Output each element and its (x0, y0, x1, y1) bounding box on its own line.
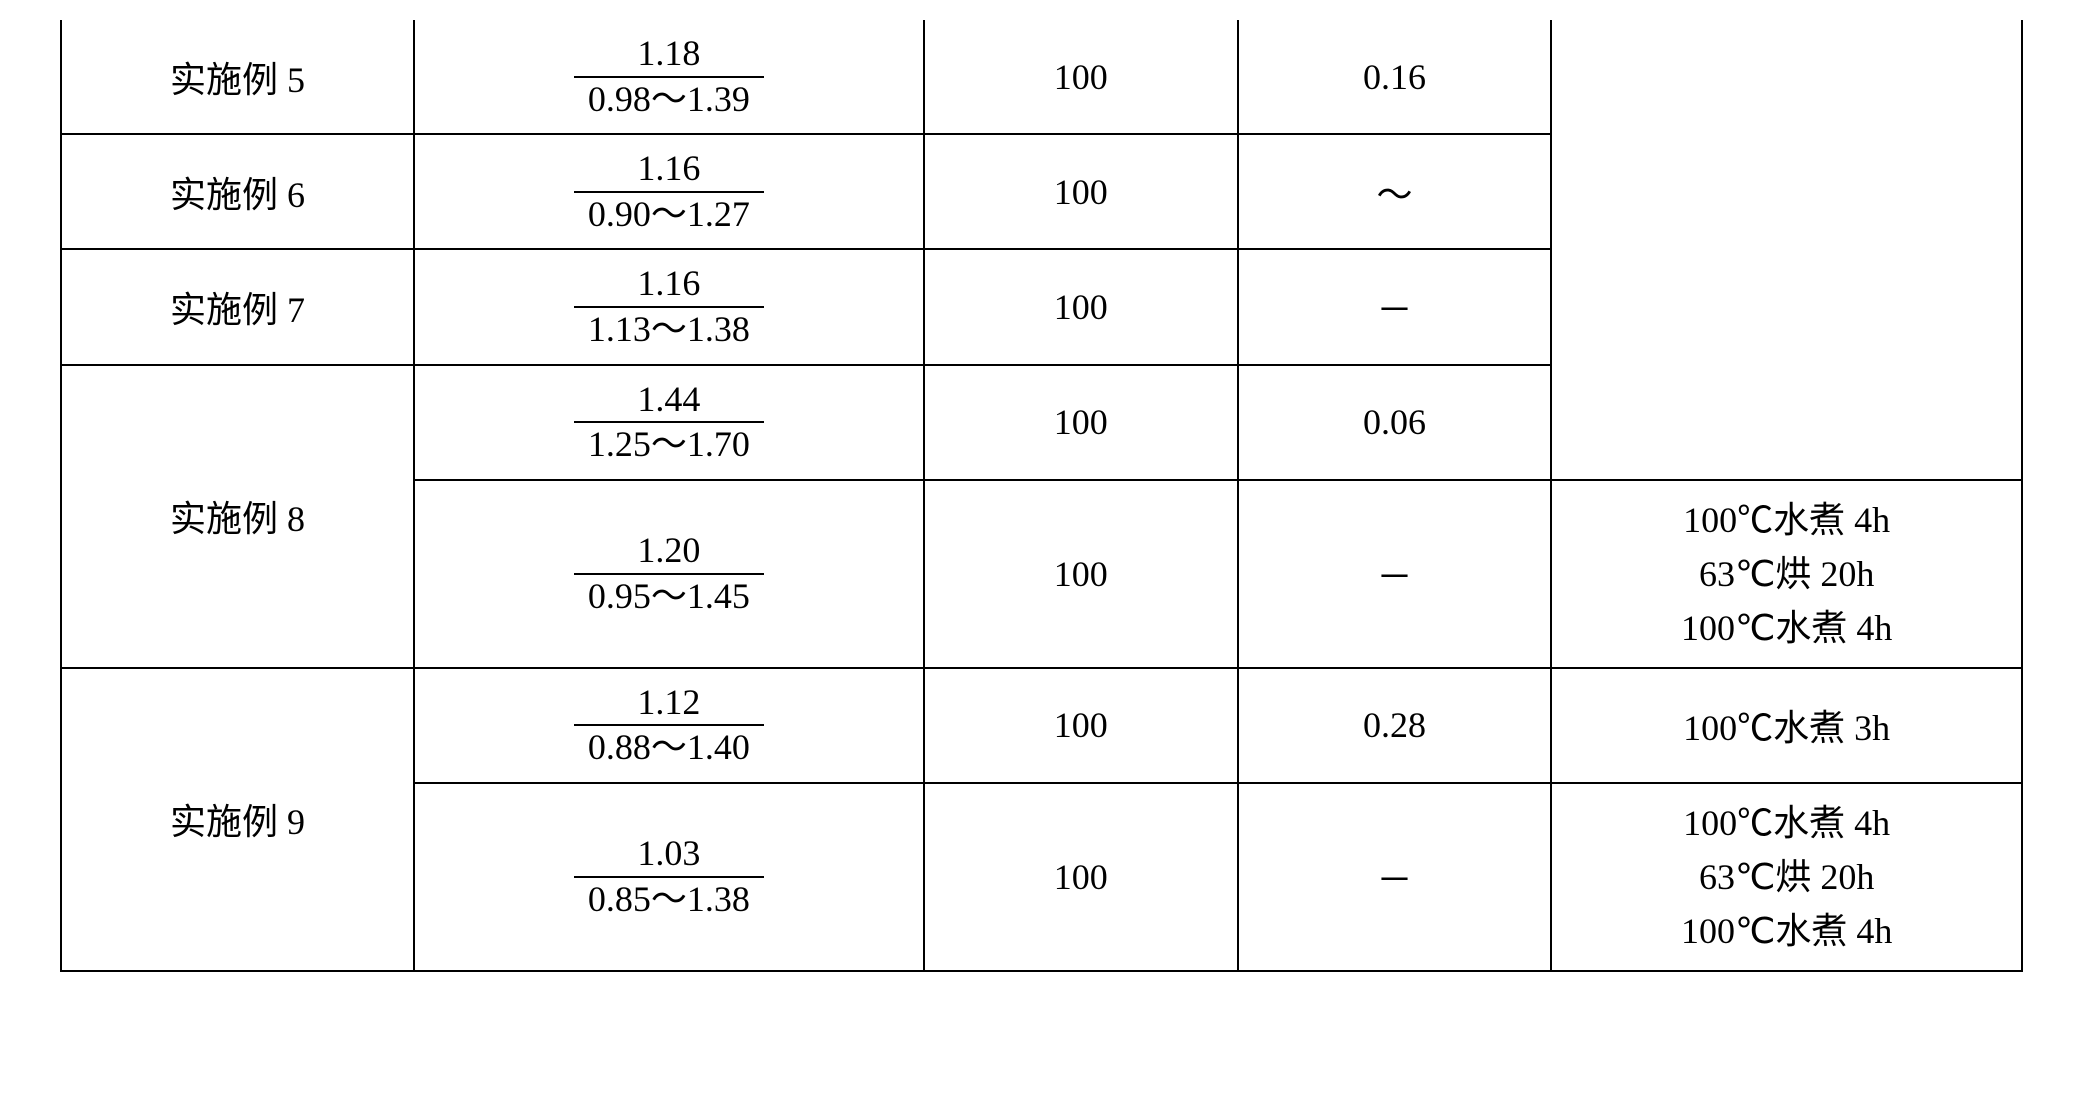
fraction-cell: 1.03 0.85～1.38 (414, 783, 924, 971)
table-row: 实施例 6 1.16 0.90～1.27 100 ～ (61, 134, 2022, 249)
condition-cell (1551, 134, 2022, 249)
fraction-denominator: 1.25～1.70 (574, 423, 764, 467)
condition-cell (1551, 20, 2022, 134)
fraction-denominator: 0.98～1.39 (574, 78, 764, 122)
value-cell: 0.16 (1238, 20, 1552, 134)
value-cell: 100 (924, 134, 1238, 249)
fraction-denominator: 1.13～1.38 (574, 308, 764, 352)
row-label: 实施例 5 (61, 20, 414, 134)
condition-line: 100℃水煮 4h (1681, 608, 1892, 648)
fraction-numerator: 1.18 (574, 32, 764, 78)
condition-cell: 100℃水煮 3h (1551, 668, 2022, 783)
row-label: 实施例 8 (61, 365, 414, 668)
value-cell: 100 (924, 365, 1238, 480)
value-cell: － (1238, 783, 1552, 971)
table-row: 实施例 9 1.12 0.88～1.40 100 0.28 100℃水煮 3h (61, 668, 2022, 783)
condition-line: 100℃水煮 4h (1681, 911, 1892, 951)
fraction-numerator: 1.16 (574, 262, 764, 308)
data-table: 实施例 5 1.18 0.98～1.39 100 0.16 实施例 6 1.16… (60, 20, 2023, 972)
condition-line: 100℃水煮 4h (1683, 500, 1890, 540)
table-row: 实施例 5 1.18 0.98～1.39 100 0.16 (61, 20, 2022, 134)
fraction-denominator: 0.95～1.45 (574, 575, 764, 619)
fraction-cell: 1.12 0.88～1.40 (414, 668, 924, 783)
value-cell: 0.28 (1238, 668, 1552, 783)
value-cell: 100 (924, 668, 1238, 783)
fraction-cell: 1.16 0.90～1.27 (414, 134, 924, 249)
fraction-numerator: 1.16 (574, 147, 764, 193)
condition-cell (1551, 249, 2022, 364)
fraction-cell: 1.18 0.98～1.39 (414, 20, 924, 134)
condition-line: 63℃烘 20h (1699, 554, 1874, 594)
value-cell: 100 (924, 249, 1238, 364)
condition-line: 100℃水煮 4h (1683, 803, 1890, 843)
condition-line: 63℃烘 20h (1699, 857, 1874, 897)
value-cell: 0.06 (1238, 365, 1552, 480)
row-label: 实施例 7 (61, 249, 414, 364)
value-cell: － (1238, 249, 1552, 364)
fraction-numerator: 1.12 (574, 681, 764, 727)
value-cell: 100 (924, 20, 1238, 134)
fraction-numerator: 1.44 (574, 378, 764, 424)
table-row: 实施例 8 1.44 1.25～1.70 100 0.06 (61, 365, 2022, 480)
fraction-denominator: 0.90～1.27 (574, 193, 764, 237)
fraction-cell: 1.16 1.13～1.38 (414, 249, 924, 364)
value-cell: ～ (1238, 134, 1552, 249)
fraction-denominator: 0.85～1.38 (574, 878, 764, 922)
value-cell: 100 (924, 480, 1238, 668)
fraction-numerator: 1.20 (574, 529, 764, 575)
condition-cell (1551, 365, 2022, 480)
row-label: 实施例 9 (61, 668, 414, 971)
row-label: 实施例 6 (61, 134, 414, 249)
fraction-cell: 1.20 0.95～1.45 (414, 480, 924, 668)
value-cell: 100 (924, 783, 1238, 971)
condition-cell: 100℃水煮 4h 63℃烘 20h 100℃水煮 4h (1551, 783, 2022, 971)
condition-cell: 100℃水煮 4h 63℃烘 20h 100℃水煮 4h (1551, 480, 2022, 668)
fraction-cell: 1.44 1.25～1.70 (414, 365, 924, 480)
value-cell: － (1238, 480, 1552, 668)
fraction-denominator: 0.88～1.40 (574, 726, 764, 770)
fraction-numerator: 1.03 (574, 832, 764, 878)
table-row: 实施例 7 1.16 1.13～1.38 100 － (61, 249, 2022, 364)
